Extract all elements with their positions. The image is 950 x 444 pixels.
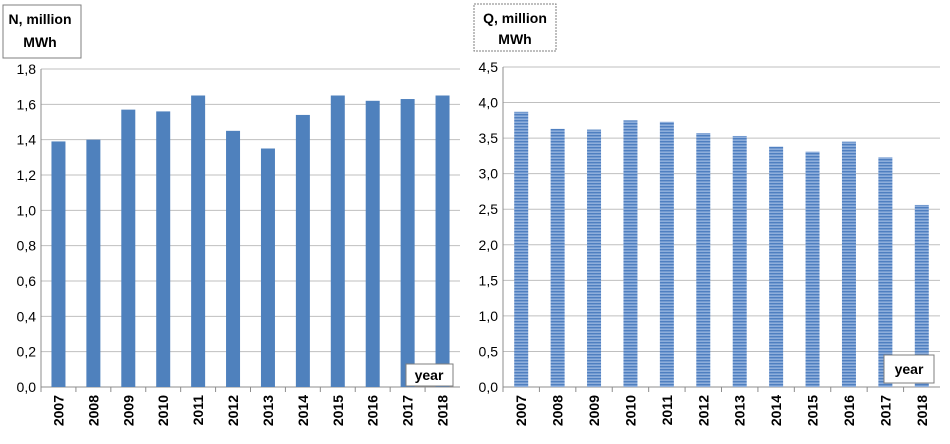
x-tick-label: 2009 — [586, 395, 602, 426]
y-tick-label: 1,0 — [479, 308, 499, 324]
y-tick-label: 0,2 — [17, 344, 37, 360]
bar — [805, 151, 820, 387]
bar — [659, 121, 674, 387]
y-tick-label: 3,0 — [479, 166, 499, 182]
chart-2: 0,0 0,5 1,0 1,5 2,0 2,5 3,0 3,5 4,0 4,5 2007 2008 20… — [473, 3, 940, 426]
axis-title-box — [473, 3, 557, 52]
bar — [696, 133, 711, 387]
x-tick-label: 2014 — [295, 395, 311, 426]
bar — [295, 114, 310, 387]
x-tick-label: 2015 — [805, 395, 821, 426]
y-tick-label: 4,5 — [479, 59, 499, 75]
x-axis-title: year — [415, 367, 444, 383]
bar — [514, 111, 529, 388]
x-axis-title-box — [883, 354, 935, 384]
y-tick-label: 1,5 — [479, 272, 499, 288]
y-tick-label: 1,0 — [17, 202, 37, 218]
x-tick-label: 2016 — [841, 395, 857, 426]
bar — [121, 109, 136, 387]
y-tick-label: 2,5 — [479, 201, 499, 217]
bar — [400, 99, 415, 388]
y-tick-label: 2,0 — [479, 237, 499, 253]
y-tick-label: 0,0 — [17, 379, 37, 395]
y-tick-label: 3,5 — [479, 130, 499, 146]
bar — [623, 120, 638, 387]
bar — [191, 95, 206, 387]
x-tick-label: 2014 — [768, 395, 784, 426]
y-tick-label: 0,4 — [17, 308, 37, 324]
x-tick-label: 2011 — [659, 395, 675, 426]
bar — [51, 141, 66, 387]
y-axis-title: MWh — [23, 34, 56, 50]
bar — [330, 95, 345, 387]
axis-title-box — [2, 4, 82, 59]
y-tick-label: 4,0 — [479, 95, 499, 111]
y-tick-label: 1,6 — [17, 96, 37, 112]
bar — [587, 129, 602, 388]
y-axis-title: MWh — [498, 31, 531, 47]
y-axis-title: Q, million — [483, 10, 547, 26]
x-tick-label: 2017 — [877, 395, 893, 426]
x-tick-label: 2012 — [695, 395, 711, 426]
bar — [260, 148, 275, 387]
x-tick-label: 2018 — [435, 395, 451, 426]
bar — [365, 100, 380, 388]
bar — [550, 128, 565, 387]
bar — [435, 95, 450, 387]
y-tick-label: 0,5 — [479, 343, 499, 359]
x-tick-label: 2017 — [400, 395, 416, 426]
x-tick-label: 2012 — [225, 395, 241, 426]
y-tick-label: 1,2 — [17, 167, 37, 183]
x-tick-label: 2011 — [190, 395, 206, 426]
y-tick-label: 0,8 — [17, 238, 37, 254]
y-tick-label: 1,4 — [17, 132, 37, 148]
bar — [732, 135, 747, 387]
bar — [86, 139, 101, 387]
x-axis-title-box — [405, 363, 454, 387]
x-tick-label: 2007 — [513, 395, 529, 426]
bar — [914, 204, 929, 387]
x-tick-label: 2009 — [120, 395, 136, 426]
bar — [156, 111, 171, 388]
x-tick-label: 2013 — [732, 395, 748, 426]
chart-1: 0,0 0,2 0,4 0,6 0,8 1,0 1,2 1,4 1,6 1,8 2007 2008 20… — [2, 4, 460, 426]
x-tick-label: 2015 — [330, 395, 346, 426]
x-tick-label: 2007 — [50, 395, 66, 426]
x-tick-label: 2018 — [914, 395, 930, 426]
x-axis-title: year — [895, 361, 924, 377]
y-tick-label: 1,8 — [17, 61, 37, 77]
x-tick-label: 2008 — [550, 395, 566, 426]
y-tick-label: 0,0 — [479, 379, 499, 395]
bar — [226, 130, 241, 388]
x-tick-label: 2013 — [260, 395, 276, 426]
x-tick-label: 2010 — [155, 395, 171, 426]
x-tick-label: 2008 — [85, 395, 101, 426]
x-tick-label: 2010 — [622, 395, 638, 426]
bar — [878, 157, 893, 387]
bar — [841, 141, 856, 387]
bar — [769, 146, 784, 387]
x-tick-label: 2016 — [365, 395, 381, 426]
y-axis-title: N, million — [9, 11, 72, 27]
y-tick-label: 0,6 — [17, 273, 37, 289]
